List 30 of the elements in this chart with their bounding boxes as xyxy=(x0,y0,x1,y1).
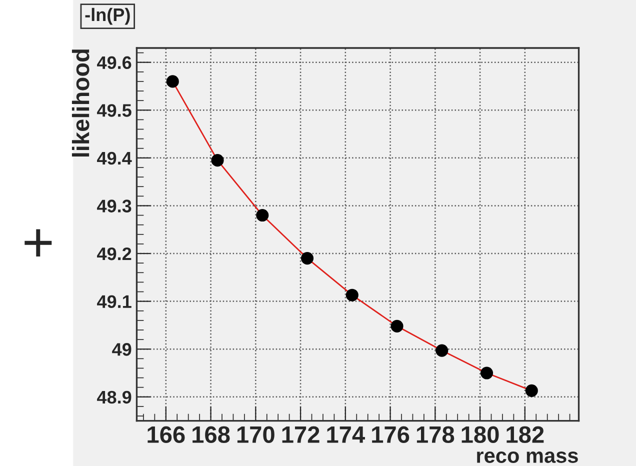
point xyxy=(166,75,179,88)
y-tick-label: 49 xyxy=(112,343,132,356)
y-tick-label: 48.9 xyxy=(97,390,132,404)
y-tick-label: 49.1 xyxy=(97,295,132,308)
x-tick-label: 172 xyxy=(282,426,320,443)
y-tick-label: 49.5 xyxy=(97,104,132,117)
x-tick-label: 168 xyxy=(192,426,230,443)
x-tick-label: 176 xyxy=(372,426,410,443)
point xyxy=(436,344,448,357)
point xyxy=(300,252,314,265)
point xyxy=(346,288,358,302)
x-tick-label: 178 xyxy=(416,426,454,443)
y-tick-label: 49.4 xyxy=(97,152,132,165)
y-tick-label: 49.6 xyxy=(97,56,132,70)
point xyxy=(390,320,404,332)
x-tick-label: 170 xyxy=(237,426,274,443)
point xyxy=(211,154,224,167)
x-tick-label: 182 xyxy=(506,426,544,443)
y-tick-label: 49.3 xyxy=(97,200,132,212)
y-axis-title: likelihood xyxy=(72,50,90,157)
point xyxy=(480,366,494,380)
x-tick-label: 166 xyxy=(148,426,185,443)
point xyxy=(256,209,269,222)
y-tick-label: 49.2 xyxy=(97,247,132,260)
chart-title: -ln(P) xyxy=(85,8,130,25)
x-axis-title: reco mass xyxy=(477,452,578,463)
x-tick-label: 180 xyxy=(462,426,499,443)
x-tick-label: 174 xyxy=(327,426,365,443)
text: + xyxy=(24,229,52,256)
point xyxy=(525,384,538,397)
